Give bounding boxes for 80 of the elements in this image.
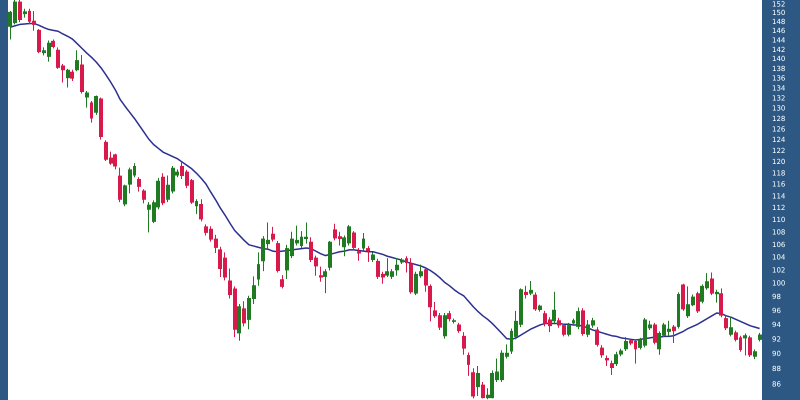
candlestick bbox=[447, 310, 451, 322]
candlestick bbox=[237, 304, 241, 342]
candlestick bbox=[304, 222, 308, 244]
candlestick bbox=[715, 289, 719, 304]
candlestick bbox=[161, 172, 165, 206]
candlestick bbox=[653, 322, 657, 345]
candlestick bbox=[70, 69, 74, 82]
candlestick bbox=[409, 258, 413, 294]
candlestick bbox=[195, 198, 198, 215]
candlestick bbox=[753, 349, 757, 360]
candlestick bbox=[66, 68, 70, 88]
candlestick bbox=[32, 10, 36, 32]
candlestick bbox=[581, 308, 585, 336]
candlestick bbox=[672, 324, 676, 344]
candlestick bbox=[743, 333, 747, 356]
candlestick bbox=[85, 90, 89, 108]
candlestick bbox=[524, 285, 528, 300]
candlestick bbox=[257, 252, 260, 286]
candlestick bbox=[600, 344, 604, 358]
candlestick bbox=[696, 291, 700, 314]
candlestick bbox=[724, 314, 728, 330]
candlestick bbox=[405, 256, 408, 273]
candlestick bbox=[137, 176, 141, 192]
candlestick bbox=[710, 272, 714, 296]
candlestick bbox=[677, 292, 680, 330]
candlestick bbox=[605, 354, 609, 366]
candlestick bbox=[395, 258, 399, 276]
candlestick bbox=[533, 292, 537, 312]
candlestick bbox=[443, 312, 447, 340]
candlestick bbox=[471, 368, 475, 399]
candlestick bbox=[90, 100, 93, 124]
candlestick bbox=[242, 300, 246, 327]
candlestick bbox=[75, 50, 79, 72]
candlestick bbox=[719, 288, 723, 318]
candlestick bbox=[428, 284, 432, 322]
candlestick bbox=[681, 283, 685, 312]
candlestick bbox=[23, 8, 27, 18]
candlestick bbox=[595, 326, 599, 348]
candlestick bbox=[51, 39, 55, 49]
candlestick bbox=[18, 0, 22, 23]
candlestick bbox=[452, 318, 456, 324]
candlestick bbox=[80, 54, 84, 94]
candlestick bbox=[462, 332, 466, 356]
candlestick bbox=[538, 304, 542, 312]
candlestick bbox=[94, 94, 98, 116]
candlestick bbox=[567, 322, 571, 337]
candlestick bbox=[624, 336, 628, 352]
candlestick bbox=[118, 167, 122, 203]
candlestick bbox=[328, 240, 332, 271]
candlestick bbox=[729, 316, 733, 337]
candlestick bbox=[481, 381, 485, 399]
candlestick bbox=[467, 352, 470, 376]
candlestick bbox=[99, 96, 103, 140]
line-series bbox=[10, 22, 760, 341]
candlestick bbox=[113, 153, 117, 170]
candlestick bbox=[758, 332, 762, 342]
candlestick bbox=[371, 252, 375, 263]
candlestick bbox=[352, 230, 356, 250]
candlestick bbox=[123, 184, 127, 207]
candlestick bbox=[366, 246, 370, 263]
candlestick bbox=[357, 247, 361, 262]
candlestick bbox=[276, 240, 280, 273]
candlestick bbox=[576, 306, 580, 330]
candlestick bbox=[400, 258, 404, 264]
candlestick bbox=[323, 268, 327, 294]
candlestick bbox=[142, 188, 146, 204]
candlestick bbox=[271, 226, 275, 242]
candlestick bbox=[610, 360, 614, 376]
candlestick bbox=[37, 28, 41, 54]
candlestick bbox=[319, 266, 323, 282]
candlestick bbox=[748, 335, 752, 358]
candlestick bbox=[457, 322, 461, 334]
candlestick bbox=[529, 280, 533, 296]
candlestick bbox=[476, 365, 480, 397]
candlestick bbox=[552, 291, 556, 324]
candlestick bbox=[362, 232, 365, 252]
candlestick bbox=[424, 267, 428, 292]
candlestick bbox=[280, 274, 284, 289]
candlestick bbox=[199, 198, 203, 222]
candlestick bbox=[128, 167, 132, 194]
